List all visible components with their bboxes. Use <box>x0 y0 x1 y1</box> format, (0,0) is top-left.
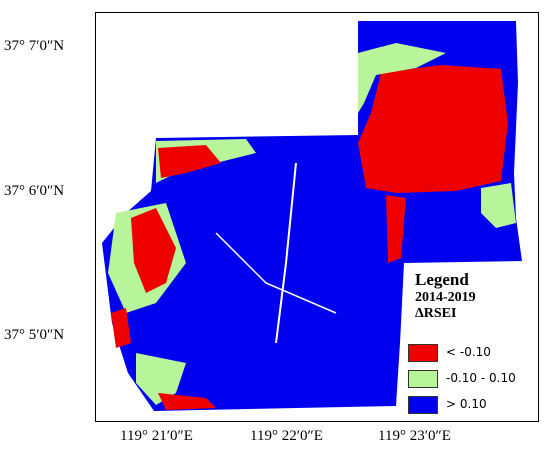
rsei-change-map <box>102 21 522 411</box>
channel-line <box>275 162 297 344</box>
legend: Legend 2014-2019 ΔRSEI < -0.10 -0.10 - 0… <box>405 270 540 414</box>
decrease-zone-southwest <box>111 308 131 348</box>
legend-label-increase: > 0.10 <box>446 397 487 411</box>
legend-swatch-decrease <box>408 344 438 362</box>
lon-label-west: 119° 21′0″E <box>120 428 193 444</box>
lat-label-south: 37° 5′0″N <box>4 327 65 343</box>
legend-index: ΔRSEI <box>415 306 457 321</box>
legend-swatch-stable <box>408 370 438 388</box>
stable-zone-southwest <box>136 353 186 405</box>
legend-label-decrease: < -0.10 <box>446 345 491 359</box>
legend-item-decrease: < -0.10 <box>408 344 538 362</box>
legend-period: 2014-2019 <box>415 290 476 305</box>
decrease-zone-west <box>131 208 176 293</box>
lat-label-north: 37° 7′0″N <box>4 38 65 54</box>
legend-label-stable: -0.10 - 0.10 <box>446 371 516 385</box>
decrease-zone-northeast <box>358 65 508 193</box>
legend-item-increase: > 0.10 <box>408 396 538 414</box>
legend-item-stable: -0.10 - 0.10 <box>408 370 538 388</box>
lat-label-middle: 37° 6′0″N <box>4 183 65 199</box>
legend-swatch-increase <box>408 396 438 414</box>
decrease-zone-north <box>158 145 221 178</box>
decrease-zone-east-channel <box>386 195 406 263</box>
lon-label-middle: 119° 22′0″E <box>250 428 323 444</box>
channel-line <box>215 232 337 314</box>
map-frame <box>95 12 539 422</box>
lon-label-east: 119° 23′0″E <box>378 428 451 444</box>
stable-zone-northeast <box>358 43 446 113</box>
stable-zone-east <box>481 183 516 228</box>
legend-title: Legend <box>415 270 469 289</box>
decrease-zone-south <box>158 393 216 410</box>
